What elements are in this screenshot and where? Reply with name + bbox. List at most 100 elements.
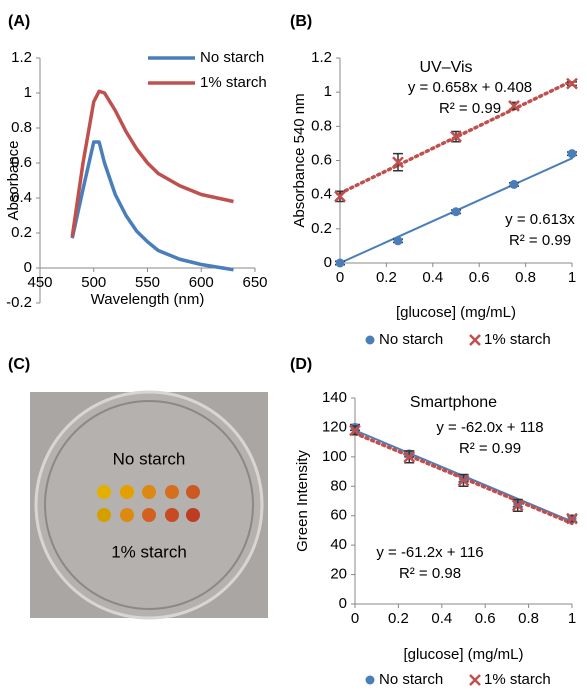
equation: y = 0.658x + 0.408	[408, 79, 532, 96]
y-tick-label: 0.8	[311, 117, 332, 134]
legend-label: 1% starch	[484, 671, 551, 688]
marker	[508, 99, 520, 112]
x-tick-label: 500	[81, 274, 106, 291]
legend-label: No starch	[200, 49, 264, 66]
y-tick-label: 120	[322, 418, 347, 435]
x-tick-label: 0.6	[469, 269, 490, 286]
dot	[142, 508, 156, 522]
marker	[335, 258, 345, 268]
dish	[34, 390, 264, 620]
y-tick-label: 100	[322, 448, 347, 465]
marker	[403, 450, 416, 463]
x-tick-label: 0.2	[376, 269, 397, 286]
photo-panel: (C) No starch 1% starch	[8, 356, 268, 620]
x-tick-label: 600	[189, 274, 214, 291]
dish-rim	[44, 400, 254, 610]
y-tick-label: 0	[324, 254, 332, 271]
y-tick-label: 1	[324, 83, 332, 100]
y-tick-label: 80	[330, 477, 347, 494]
marker	[511, 499, 524, 512]
equation: y = -62.0x + 118	[436, 419, 543, 436]
legend-marker	[365, 335, 375, 345]
dot	[186, 508, 200, 522]
marker	[457, 474, 470, 487]
y-tick-label: 0.4	[11, 189, 32, 206]
dot	[165, 508, 179, 522]
y-tick-label: 0.2	[11, 224, 32, 241]
r-squared: R² = 0.98	[399, 565, 461, 582]
panel-label: (D)	[290, 356, 312, 373]
y-tick-label: 0.6	[11, 154, 32, 171]
equation: y = -61.2x + 116	[376, 544, 483, 561]
marker	[566, 512, 578, 525]
x-tick-label: 1	[568, 269, 576, 286]
sample-dots	[97, 485, 200, 522]
marker	[509, 179, 519, 189]
x-tick-label: 1	[568, 610, 576, 627]
x-tick-label: 0	[336, 269, 344, 286]
legend-label: 1% starch	[200, 74, 267, 91]
legend-label: No starch	[379, 331, 443, 348]
series-line	[70, 140, 234, 272]
marker	[393, 236, 403, 246]
y-tick-label: 0.2	[311, 220, 332, 237]
marker	[567, 149, 577, 159]
r-squared: R² = 0.99	[439, 100, 501, 117]
chart-title: Smartphone	[410, 394, 497, 411]
equation: y = 0.613x	[505, 211, 575, 228]
dot	[97, 485, 111, 499]
y-tick-label: 20	[330, 566, 347, 583]
legend-marker	[365, 675, 375, 685]
y-tick-label: 0	[339, 595, 347, 612]
y-tick-label: 60	[330, 507, 347, 524]
marker	[334, 190, 346, 203]
x-tick-label: 0.8	[515, 269, 536, 286]
y-tick-label: 0.4	[311, 186, 332, 203]
x-tick-label: 550	[135, 274, 160, 291]
x-tick-label: 0.4	[431, 610, 452, 627]
x-axis-label: [glucose] (mg/mL)	[403, 646, 523, 663]
x-tick-label: 0.8	[518, 610, 539, 627]
x-tick-label: 0.6	[475, 610, 496, 627]
series-line	[70, 89, 234, 237]
r-squared: R² = 0.99	[509, 232, 571, 249]
panel-label: (B)	[290, 13, 312, 30]
x-axis-label: [glucose] (mg/mL)	[396, 304, 516, 321]
dot	[120, 485, 134, 499]
chart-title: UV–Vis	[419, 59, 472, 76]
panel-label: (A)	[8, 13, 30, 30]
dot	[120, 508, 134, 522]
r-squared: R² = 0.99	[459, 440, 521, 457]
y-axis-label: Green Intensity	[294, 450, 311, 552]
marker	[566, 77, 578, 90]
dot	[186, 485, 200, 499]
legend-label: No starch	[379, 671, 443, 688]
dot	[142, 485, 156, 499]
y-tick-label: 0.8	[11, 119, 32, 136]
legend-label: 1% starch	[484, 331, 551, 348]
y-tick-label: 0	[24, 259, 32, 276]
marker	[349, 424, 361, 437]
legend-marker	[469, 674, 481, 686]
marker	[392, 156, 404, 169]
x-tick-label: 0.4	[422, 269, 443, 286]
panel-label: (C)	[8, 356, 30, 373]
photo-text: No starch	[113, 449, 186, 468]
x-axis-label: Wavelength (nm)	[91, 291, 205, 308]
x-tick-label: 450	[27, 274, 52, 291]
y-tick-label: 0.6	[311, 151, 332, 168]
x-tick-label: 0	[351, 610, 359, 627]
x-tick-label: 650	[242, 274, 267, 291]
dot	[97, 508, 111, 522]
y-tick-label: 40	[330, 536, 347, 553]
dot	[165, 485, 179, 499]
y-tick-label: 140	[322, 389, 347, 406]
y-axis-label: Absorbance	[5, 140, 22, 220]
y-axis-label: Absorbance 540 nm	[291, 93, 308, 227]
y-tick-label: 1.2	[11, 49, 32, 66]
y-tick-label: -0.2	[6, 294, 32, 311]
y-tick-label: 1	[24, 84, 32, 101]
legend-marker	[469, 334, 481, 346]
y-tick-label: 1.2	[311, 49, 332, 66]
